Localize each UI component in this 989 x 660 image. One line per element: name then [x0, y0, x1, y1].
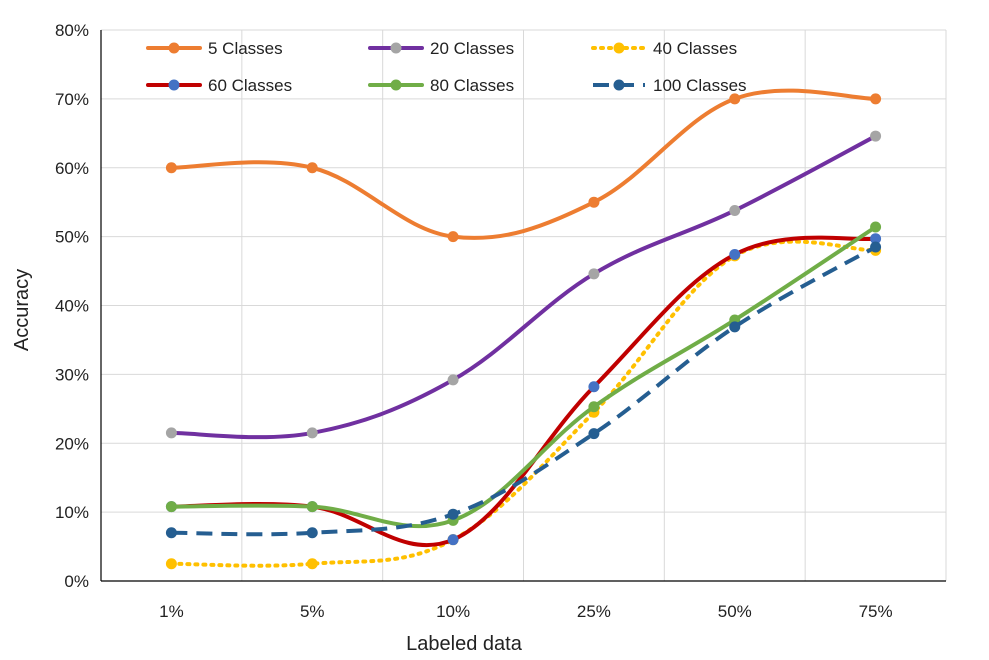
- legend-swatch-marker: [613, 79, 625, 91]
- legend-swatch-marker: [168, 79, 180, 91]
- data-point-80-classes: [870, 221, 882, 233]
- legend-swatch-marker: [168, 42, 180, 54]
- y-axis-title: Accuracy: [11, 269, 33, 351]
- series-line-20-classes: [169, 134, 878, 440]
- gridlines: [101, 29, 947, 581]
- data-point-20-classes: [588, 268, 600, 280]
- series-20-classes: [165, 130, 882, 440]
- data-point-100-classes: [588, 428, 600, 440]
- x-tick-label: 5%: [300, 602, 325, 621]
- y-tick-label: 70%: [55, 90, 89, 109]
- legend-item-40-classes: 40 Classes: [591, 39, 737, 58]
- legend-item-100-classes: 100 Classes: [593, 76, 747, 95]
- data-point-20-classes: [306, 427, 318, 439]
- data-point-5-classes: [588, 196, 600, 208]
- legend: 5 Classes 20 Classes 40 Classes 60 Classes 8…: [146, 39, 747, 95]
- data-point-5-classes: [447, 231, 459, 243]
- axes: 0% 10% 20% 30% 40% 50% 60% 70% 80% 1% 5% 10% 25% 50% 7…: [55, 21, 946, 621]
- y-tick-label: 10%: [55, 503, 89, 522]
- data-point-60-classes: [588, 381, 600, 393]
- data-point-40-classes: [165, 558, 177, 570]
- data-point-60-classes: [729, 249, 741, 261]
- series-100-classes: [165, 241, 882, 539]
- data-point-5-classes: [729, 93, 741, 105]
- legend-label: 60 Classes: [208, 76, 292, 95]
- y-tick-label: 30%: [55, 365, 89, 384]
- data-point-20-classes: [870, 130, 882, 142]
- legend-swatch-marker: [390, 42, 402, 54]
- series-line-5-classes: [169, 88, 878, 240]
- data-point-60-classes: [870, 233, 882, 245]
- legend-swatch-marker: [390, 79, 402, 91]
- data-point-80-classes: [306, 501, 318, 513]
- data-point-100-classes: [729, 321, 741, 333]
- legend-item-60-classes: 60 Classes: [146, 76, 292, 95]
- y-tick-label: 0%: [64, 572, 89, 591]
- x-axis-title: Labeled data: [406, 633, 523, 655]
- x-tick-label: 50%: [718, 602, 752, 621]
- x-tick-label: 1%: [159, 602, 184, 621]
- data-point-100-classes: [165, 527, 177, 539]
- series: [165, 88, 882, 570]
- y-tick-label: 50%: [55, 228, 89, 247]
- data-point-5-classes: [306, 162, 318, 174]
- data-point-20-classes: [729, 204, 741, 216]
- data-point-5-classes: [165, 162, 177, 174]
- legend-item-20-classes: 20 Classes: [368, 39, 514, 58]
- data-point-5-classes: [870, 93, 882, 105]
- data-point-100-classes: [306, 527, 318, 539]
- legend-label: 20 Classes: [430, 39, 514, 58]
- legend-label: 100 Classes: [653, 76, 747, 95]
- legend-item-80-classes: 80 Classes: [368, 76, 514, 95]
- data-point-80-classes: [165, 501, 177, 513]
- series-5-classes: [165, 88, 882, 243]
- legend-swatch-marker: [613, 42, 625, 54]
- y-tick-label: 60%: [55, 159, 89, 178]
- x-tick-label: 25%: [577, 602, 611, 621]
- y-tick-label: 40%: [55, 297, 89, 316]
- series-line-80-classes: [169, 224, 878, 529]
- series-line-100-classes: [171, 245, 877, 537]
- legend-item-5-classes: 5 Classes: [146, 39, 283, 58]
- data-point-100-classes: [870, 241, 882, 253]
- x-tick-label: 10%: [436, 602, 470, 621]
- legend-label: 80 Classes: [430, 76, 514, 95]
- x-tick-label: 75%: [859, 602, 893, 621]
- data-point-80-classes: [588, 401, 600, 413]
- data-point-100-classes: [447, 508, 459, 520]
- legend-label: 40 Classes: [653, 39, 737, 58]
- y-tick-label: 80%: [55, 21, 89, 40]
- data-point-40-classes: [306, 558, 318, 570]
- data-point-20-classes: [165, 427, 177, 439]
- data-point-20-classes: [447, 374, 459, 386]
- legend-label: 5 Classes: [208, 39, 283, 58]
- data-point-60-classes: [447, 534, 459, 546]
- y-tick-label: 20%: [55, 434, 89, 453]
